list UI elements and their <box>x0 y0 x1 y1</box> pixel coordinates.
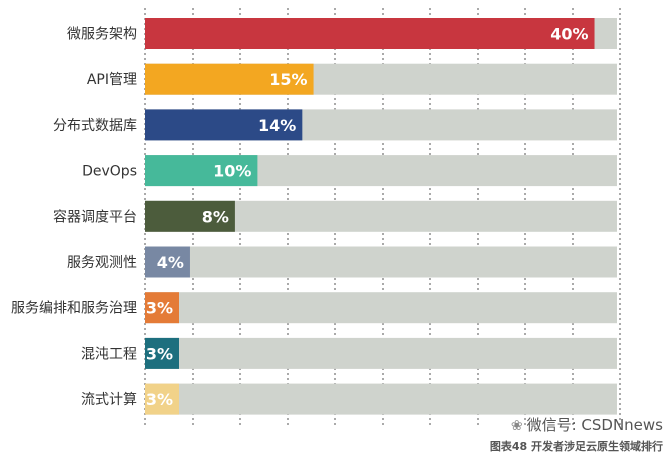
value-label-3: 10% <box>213 162 251 181</box>
bar-8 <box>145 383 179 415</box>
wechat-credit: ❀ 微信号: CSDNnews <box>423 414 663 435</box>
chart-caption: 图表48 开发者涉足云原生领域排行 <box>489 440 663 453</box>
bar-5 <box>145 246 190 278</box>
category-label-8: 流式计算 <box>81 392 137 408</box>
value-label-2: 14% <box>258 116 296 135</box>
category-label-5: 服务观测性 <box>67 255 137 271</box>
bar-1 <box>145 63 314 95</box>
category-label-0: 微服务架构 <box>67 27 137 43</box>
category-label-7: 混沌工程 <box>81 346 137 362</box>
value-label-7: 3% <box>146 344 173 363</box>
bar-track-8 <box>145 383 617 415</box>
wechat-id: 微信号: CSDNnews <box>526 416 663 434</box>
bar-7 <box>145 337 179 369</box>
bar-track-7 <box>145 337 617 369</box>
value-label-6: 3% <box>146 299 173 318</box>
category-label-2: 分布式数据库 <box>53 118 137 134</box>
bar-4 <box>145 200 235 232</box>
bars <box>145 18 617 415</box>
bar-2 <box>145 109 303 141</box>
labels: 微服务架构 40% API管理 15% 分布式数据库 14% DevOps 10% 容器调度平台… <box>11 25 589 410</box>
value-label-8: 3% <box>146 390 173 409</box>
value-label-1: 15% <box>269 70 307 89</box>
value-label-0: 40% <box>550 25 588 44</box>
category-label-6: 服务编排和服务治理 <box>11 301 137 317</box>
wechat-icon: ❀ <box>510 418 523 434</box>
category-label-3: DevOps <box>82 164 137 180</box>
bar-track-6 <box>145 292 617 324</box>
bar-3 <box>145 155 258 187</box>
value-label-5: 4% <box>157 253 184 272</box>
bar-track-5 <box>145 246 617 278</box>
value-label-4: 8% <box>202 207 229 226</box>
category-label-4: 容器调度平台 <box>53 208 137 225</box>
bar-6 <box>145 292 179 324</box>
bar-0 <box>145 18 595 49</box>
category-label-1: API管理 <box>87 72 137 88</box>
